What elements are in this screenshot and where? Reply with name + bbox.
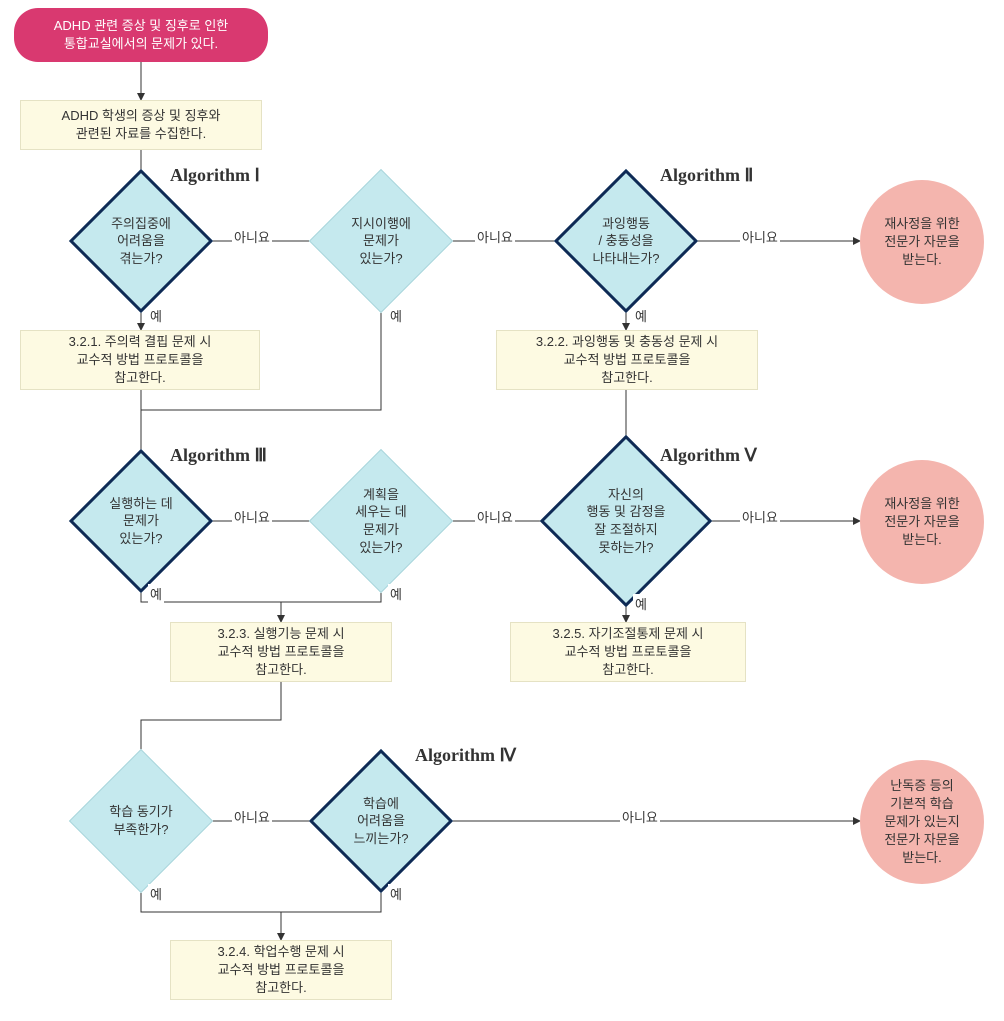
no-label: 아니요 [475, 507, 515, 526]
start-text: ADHD 관련 증상 및 징후로 인한통합교실에서의 문제가 있다. [54, 17, 229, 53]
decision-instruction: 지시이행에문제가있는가? [330, 190, 432, 292]
protocol-325-text: 3.2.5. 자기조절통제 문제 시교수적 방법 프로토콜을참고한다. [552, 625, 703, 680]
no-label: 아니요 [740, 227, 780, 246]
yes-label: 예 [633, 594, 649, 613]
collect-process: ADHD 학생의 증상 및 징후와관련된 자료를 수집한다. [20, 100, 262, 150]
decision-exec-text: 실행하는 데문제가있는가? [109, 495, 172, 548]
yes-label: 예 [388, 884, 404, 903]
decision-hyper-text: 과잉행동/ 충동성을나타내는가? [592, 215, 659, 268]
reassess-1-text: 재사정을 위한전문가 자문을받는다. [884, 215, 959, 270]
no-label: 아니요 [232, 227, 272, 246]
collect-text: ADHD 학생의 증상 및 징후와관련된 자료를 수집한다. [62, 107, 221, 143]
reassess-2-text: 재사정을 위한전문가 자문을받는다. [884, 495, 959, 550]
start-node: ADHD 관련 증상 및 징후로 인한통합교실에서의 문제가 있다. [14, 8, 268, 62]
protocol-324-text: 3.2.4. 학업수행 문제 시교수적 방법 프로토콜을참고한다. [217, 943, 344, 998]
no-label: 아니요 [475, 227, 515, 246]
reassess-1-circle: 재사정을 위한전문가 자문을받는다. [860, 180, 984, 304]
reassess-2-circle: 재사정을 위한전문가 자문을받는다. [860, 460, 984, 584]
algo-3-label: Algorithm Ⅲ [170, 445, 267, 466]
protocol-324: 3.2.4. 학업수행 문제 시교수적 방법 프로토콜을참고한다. [170, 940, 392, 1000]
protocol-322-text: 3.2.2. 과잉행동 및 충동성 문제 시교수적 방법 프로토콜을참고한다. [536, 333, 718, 388]
yes-label: 예 [148, 306, 164, 325]
no-label: 아니요 [232, 507, 272, 526]
no-label: 아니요 [620, 807, 660, 826]
protocol-325: 3.2.5. 자기조절통제 문제 시교수적 방법 프로토콜을참고한다. [510, 622, 746, 682]
decision-self-text: 자신의행동 및 감정을잘 조절하지못하는가? [587, 486, 666, 556]
decision-motivation: 학습 동기가부족한가? [90, 770, 192, 872]
protocol-323-text: 3.2.3. 실행기능 문제 시교수적 방법 프로토콜을참고한다. [217, 625, 344, 680]
decision-instruction-text: 지시이행에문제가있는가? [351, 215, 411, 268]
decision-exec: 실행하는 데문제가있는가? [90, 470, 192, 572]
decision-plan-text: 계획을세우는 데문제가있는가? [355, 486, 406, 556]
decision-attention: 주의집중에어려움을겪는가? [90, 190, 192, 292]
decision-learning: 학습에어려움을느끼는가? [330, 770, 432, 872]
yes-label: 예 [388, 306, 404, 325]
decision-self: 자신의행동 및 감정을잘 조절하지못하는가? [565, 460, 687, 582]
protocol-323: 3.2.3. 실행기능 문제 시교수적 방법 프로토콜을참고한다. [170, 622, 392, 682]
no-label: 아니요 [232, 807, 272, 826]
yes-label: 예 [388, 584, 404, 603]
dyslexia-text: 난독증 등의기본적 학습문제가 있는지전문가 자문을받는다. [884, 777, 959, 868]
protocol-322: 3.2.2. 과잉행동 및 충동성 문제 시교수적 방법 프로토콜을참고한다. [496, 330, 758, 390]
decision-hyper: 과잉행동/ 충동성을나타내는가? [575, 190, 677, 292]
yes-label: 예 [633, 306, 649, 325]
algo-1-label: Algorithm Ⅰ [170, 165, 260, 186]
dyslexia-circle: 난독증 등의기본적 학습문제가 있는지전문가 자문을받는다. [860, 760, 984, 884]
decision-learning-text: 학습에어려움을느끼는가? [353, 795, 408, 848]
decision-attention-text: 주의집중에어려움을겪는가? [111, 215, 171, 268]
decision-motivation-text: 학습 동기가부족한가? [109, 803, 172, 838]
protocol-321-text: 3.2.1. 주의력 결핍 문제 시교수적 방법 프로토콜을참고한다. [69, 333, 212, 388]
no-label: 아니요 [740, 507, 780, 526]
yes-label: 예 [148, 884, 164, 903]
yes-label: 예 [148, 584, 164, 603]
algo-4-label: Algorithm Ⅳ [415, 745, 516, 766]
decision-plan: 계획을세우는 데문제가있는가? [330, 470, 432, 572]
algo-2-label: Algorithm Ⅱ [660, 165, 753, 186]
protocol-321: 3.2.1. 주의력 결핍 문제 시교수적 방법 프로토콜을참고한다. [20, 330, 260, 390]
